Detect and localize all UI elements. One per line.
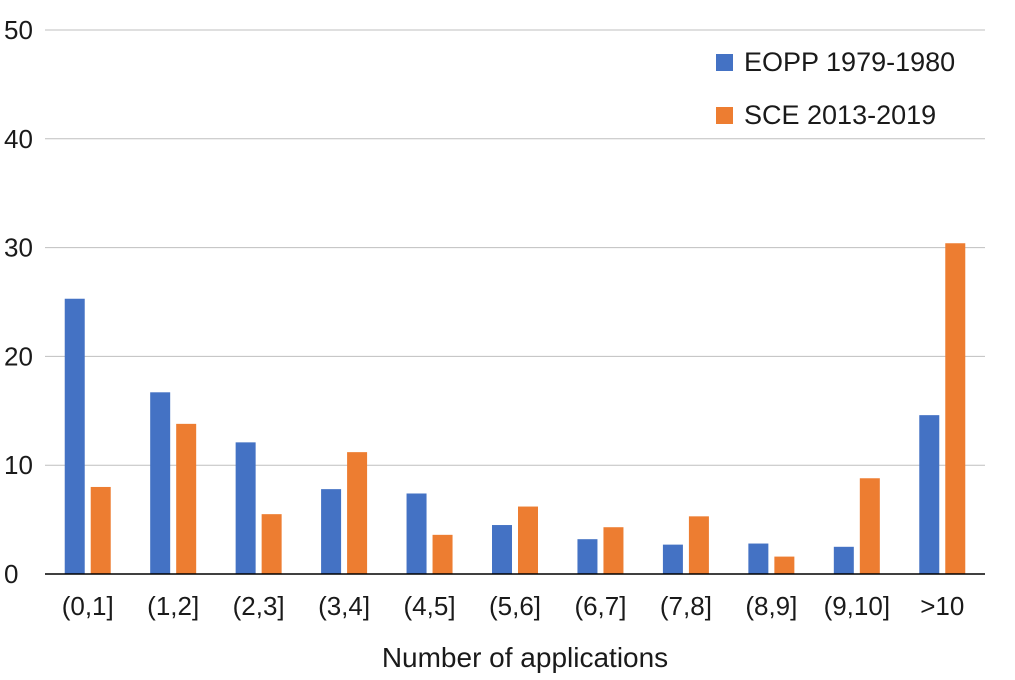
bar-sce-2 xyxy=(261,514,282,574)
x-tick-label: (8,9] xyxy=(745,591,797,621)
y-tick-label: 50 xyxy=(4,15,33,45)
gridlines xyxy=(45,29,985,466)
x-tick-label: (9,10] xyxy=(824,591,891,621)
bar-eopp-9 xyxy=(833,546,854,574)
bar-sce-7 xyxy=(688,516,709,574)
bar-eopp-0 xyxy=(64,298,85,574)
bar-sce-4 xyxy=(432,534,453,574)
legend-swatch-sce xyxy=(716,107,733,124)
x-tick-label: (0,1] xyxy=(62,591,114,621)
bar-eopp-6 xyxy=(577,539,598,574)
y-tick-label: 20 xyxy=(4,341,33,371)
bar-sce-1 xyxy=(176,423,197,574)
bar-sce-9 xyxy=(859,478,880,574)
legend-label-sce: SCE 2013-2019 xyxy=(744,100,936,130)
x-tick-label: (5,6] xyxy=(489,591,541,621)
bar-eopp-3 xyxy=(321,489,342,574)
legend-label-eopp: EOPP 1979-1980 xyxy=(744,47,955,77)
bar-eopp-5 xyxy=(492,525,512,574)
y-axis-ticks: 0 10 20 30 40 50 xyxy=(4,15,33,589)
bar-eopp-10 xyxy=(919,415,940,574)
bar-eopp-1 xyxy=(150,392,171,574)
y-tick-label: 30 xyxy=(4,233,33,263)
bar-sce-6 xyxy=(603,527,624,574)
y-tick-label: 0 xyxy=(4,559,18,589)
x-tick-label: (1,2] xyxy=(147,591,199,621)
x-tick-label: (7,8] xyxy=(660,591,712,621)
x-axis-ticks: (0,1] (1,2] (2,3] (3,4] (4,5] (5,6] (6,7] (7,8]… xyxy=(62,591,965,621)
legend: EOPP 1979-1980 SCE 2013-2019 xyxy=(716,47,955,130)
x-tick-label: (2,3] xyxy=(233,591,285,621)
bars xyxy=(64,243,966,575)
bar-sce-3 xyxy=(347,452,368,574)
bar-sce-5 xyxy=(518,506,538,574)
x-tick-label: (4,5] xyxy=(404,591,456,621)
y-tick-label: 10 xyxy=(4,450,33,480)
bar-sce-0 xyxy=(90,486,111,574)
x-tick-label: (3,4] xyxy=(318,591,370,621)
legend-swatch-eopp xyxy=(716,54,733,71)
bar-sce-10 xyxy=(945,243,966,575)
bar-eopp-8 xyxy=(748,543,769,574)
x-axis-label: Number of applications xyxy=(382,642,668,673)
bar-eopp-2 xyxy=(235,442,256,574)
bar-eopp-4 xyxy=(406,493,427,574)
y-tick-label: 40 xyxy=(4,124,33,154)
x-tick-label: >10 xyxy=(920,591,964,621)
bar-sce-8 xyxy=(774,556,795,574)
bar-eopp-7 xyxy=(662,544,683,574)
x-tick-label: (6,7] xyxy=(574,591,626,621)
